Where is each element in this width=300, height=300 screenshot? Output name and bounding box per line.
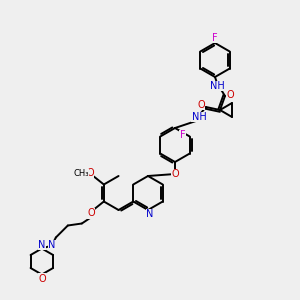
Text: O: O <box>171 169 179 179</box>
Text: F: F <box>212 33 218 43</box>
Text: NH: NH <box>210 81 224 91</box>
Text: N: N <box>38 239 46 250</box>
Text: CH₃: CH₃ <box>73 169 88 178</box>
Text: N: N <box>146 209 154 219</box>
Text: NH: NH <box>192 112 206 122</box>
Text: O: O <box>197 100 205 110</box>
Text: F: F <box>180 130 185 140</box>
Text: O: O <box>86 169 94 178</box>
Text: O: O <box>38 274 46 284</box>
Text: O: O <box>87 208 94 218</box>
Text: O: O <box>226 90 234 100</box>
Text: N: N <box>48 241 56 250</box>
